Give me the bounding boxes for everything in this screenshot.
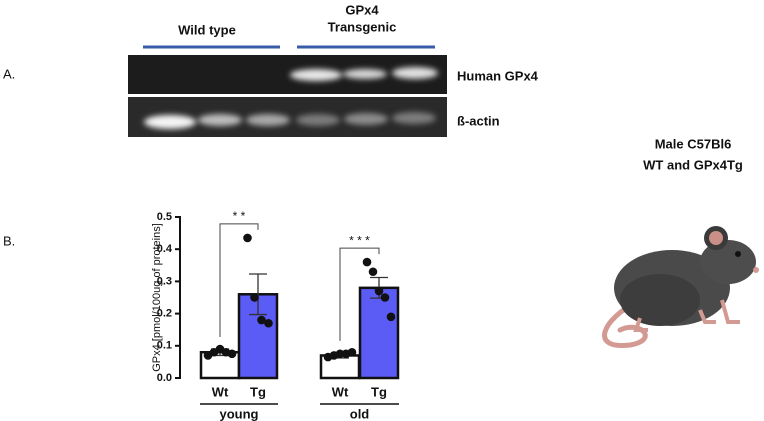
data-point xyxy=(347,347,357,357)
data-point xyxy=(227,349,237,359)
side-label: Male C57Bl6 xyxy=(655,136,732,151)
error-bar xyxy=(249,273,267,316)
gel-group-label: GPx4 xyxy=(345,2,379,17)
gel-row-label: Human GPx4 xyxy=(457,68,539,83)
x-tick-label: Tg xyxy=(250,384,266,399)
data-point xyxy=(335,349,345,359)
data-point xyxy=(386,312,396,322)
significance-label: * * xyxy=(233,209,246,223)
y-tick-label: 0.5 xyxy=(157,211,172,223)
panel-label: B. xyxy=(3,233,15,248)
bar xyxy=(358,286,400,380)
gel-group-label: Transgenic xyxy=(328,19,397,34)
data-point xyxy=(368,267,378,277)
data-point xyxy=(380,293,390,302)
group-label: old xyxy=(350,406,370,421)
data-point xyxy=(264,318,273,328)
data-point xyxy=(250,293,259,302)
data-point xyxy=(243,233,252,243)
gel-bands xyxy=(144,67,438,129)
data-point xyxy=(362,257,372,267)
panel-label: A. xyxy=(3,66,15,81)
x-tick-label: Wt xyxy=(332,384,349,399)
significance-bracket xyxy=(219,223,259,338)
y-axis-label: GPx4 [pmol/100ug of proteins] xyxy=(151,223,163,372)
mouse-illustration xyxy=(602,226,759,349)
gel-group-label: Wild type xyxy=(178,22,236,37)
y-tick-label: 0.2 xyxy=(157,308,172,320)
y-tick-label: 0.4 xyxy=(157,243,173,255)
side-label: WT and GPx4Tg xyxy=(643,157,743,172)
data-point xyxy=(374,286,384,296)
gel-row-label: ß-actin xyxy=(457,113,500,128)
significance-bracket xyxy=(339,247,380,341)
significance-label: * * * xyxy=(349,233,370,247)
data-point xyxy=(257,315,266,325)
y-tick-label: 0.3 xyxy=(157,275,172,287)
y-tick-label: 0.0 xyxy=(157,372,172,384)
x-tick-label: Wt xyxy=(212,384,229,399)
x-tick-label: Tg xyxy=(371,384,387,399)
group-label: young xyxy=(220,406,259,421)
y-tick-label: 0.1 xyxy=(157,340,172,352)
